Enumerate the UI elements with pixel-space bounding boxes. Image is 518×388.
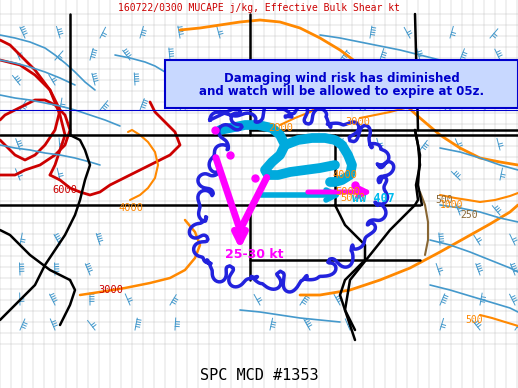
Text: Damaging wind risk has diminished: Damaging wind risk has diminished	[224, 72, 459, 85]
Text: 5000: 5000	[340, 193, 365, 203]
Text: 25-30 kt: 25-30 kt	[225, 248, 283, 262]
Text: 3000: 3000	[345, 117, 370, 127]
Text: 4000: 4000	[332, 170, 357, 180]
Text: 160722/0300 MUCAPE j/kg, Effective Bulk Shear kt: 160722/0300 MUCAPE j/kg, Effective Bulk …	[118, 3, 400, 13]
Text: 4000: 4000	[118, 203, 143, 213]
Text: 2000: 2000	[268, 123, 293, 133]
Text: 500: 500	[465, 315, 483, 325]
Bar	[165, 60, 518, 108]
Text: 250: 250	[460, 210, 478, 220]
Text: 3000: 3000	[98, 285, 123, 295]
Text: 500: 500	[435, 195, 453, 205]
Text: 6000: 6000	[52, 185, 77, 195]
Bar	[0, 14, 518, 354]
Text: and watch will be allowed to expire at 05z.: and watch will be allowed to expire at 0…	[199, 85, 484, 98]
Text: 5000: 5000	[335, 187, 360, 197]
Text: SPC MCD #1353: SPC MCD #1353	[199, 367, 319, 383]
Text: 1000: 1000	[440, 200, 464, 210]
Text: ww 407: ww 407	[352, 192, 395, 204]
